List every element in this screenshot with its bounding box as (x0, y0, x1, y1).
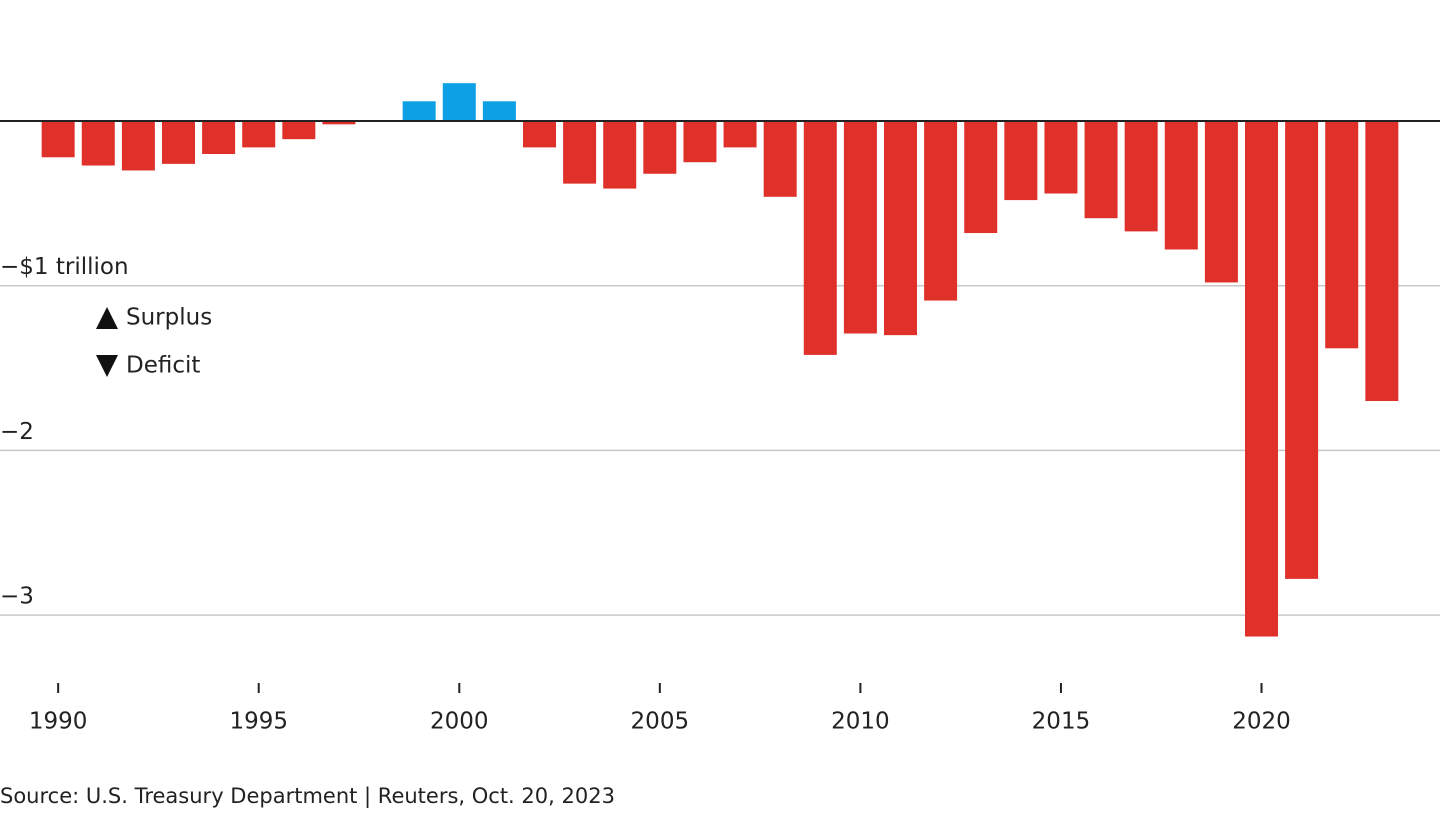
legend-marker (96, 355, 118, 377)
legend-label: Deficit (126, 353, 200, 379)
bar (683, 121, 717, 163)
x-tick-label: 2015 (1032, 709, 1091, 735)
bar (1285, 121, 1319, 579)
bar (884, 121, 918, 336)
bar (603, 121, 637, 189)
bar (924, 121, 958, 301)
x-tick-label: 1990 (29, 709, 88, 735)
bar (964, 121, 998, 234)
bar (161, 121, 195, 164)
bar (81, 121, 115, 166)
bar (322, 121, 356, 125)
bar (282, 121, 316, 140)
legend-label: Surplus (126, 305, 212, 331)
bar (643, 121, 677, 174)
legend-marker (96, 307, 118, 329)
bar (563, 121, 597, 184)
x-tick-label: 2010 (831, 709, 890, 735)
bar (1004, 121, 1038, 201)
bar (202, 121, 236, 154)
bar (1325, 121, 1359, 349)
bar (41, 121, 75, 158)
bar (1164, 121, 1198, 250)
y-tick-label: −3 (0, 584, 34, 610)
bar (1245, 121, 1279, 637)
bar (242, 121, 276, 148)
bar (1124, 121, 1158, 232)
y-tick-label: −2 (0, 419, 34, 445)
bar (402, 101, 436, 122)
x-tick-label: 1995 (229, 709, 288, 735)
bar (482, 101, 516, 122)
bar (121, 121, 155, 171)
x-tick-label: 2000 (430, 709, 489, 735)
y-tick-label: −$1 trillion (0, 254, 129, 280)
bar (763, 121, 797, 197)
bar (843, 121, 877, 334)
bar (522, 121, 556, 148)
x-tick-label: 2005 (631, 709, 690, 735)
bar (442, 83, 476, 122)
bar (1204, 121, 1238, 283)
source-note: Source: U.S. Treasury Department | Reute… (0, 784, 615, 809)
bar (1084, 121, 1118, 219)
x-tick-label: 2020 (1232, 709, 1291, 735)
bar (1365, 121, 1399, 402)
bar (1044, 121, 1078, 194)
bar (803, 121, 837, 355)
bar (723, 121, 757, 148)
